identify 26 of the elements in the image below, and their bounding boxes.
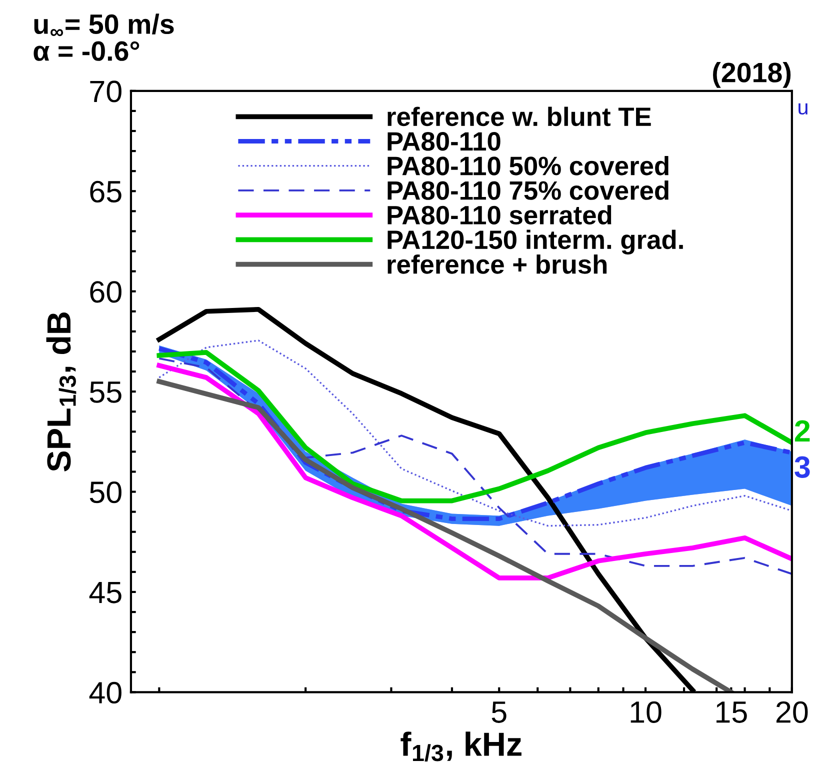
legend-label: reference w. blunt TE [388,106,651,126]
x-tick-label: 5 [492,702,506,723]
x-tick-label: 10 [630,701,662,723]
y-tick-label: 55 [90,382,122,403]
y-axis-title: SPL$_{1/3}$, dB [46,312,76,472]
legend-label: PA80-110 serrated [388,205,612,225]
legend-label: PA80-110 [388,132,500,151]
legend-label: reference + brush [388,254,607,274]
legend-label: PA120-150 interm. grad. [388,230,683,254]
legend-label: PA80-110 75% covered [388,180,668,200]
text: u [798,103,808,115]
y-tick-label: 40 [89,682,122,704]
text: 3 [794,456,810,478]
x-tick-label: 15 [716,702,747,723]
y-tick-label: 70 [90,80,122,102]
legend-label: PA80-110 50% covered [388,156,668,176]
y-tick-label: 50 [90,481,122,504]
text: 2 [794,420,810,442]
x-axis-title: f$_{1/3}$, kHz [400,732,522,762]
chart-subtitle: α = -0.6° [34,41,140,61]
y-tick-label: 60 [90,281,122,303]
x-tick-label: 20 [776,701,808,723]
y-tick-label: 45 [89,582,122,604]
y-tick-label: 65 [90,180,122,202]
chart-title: u$_{∞}$= 50 m/s [34,14,174,36]
text: (2018) [713,62,791,88]
